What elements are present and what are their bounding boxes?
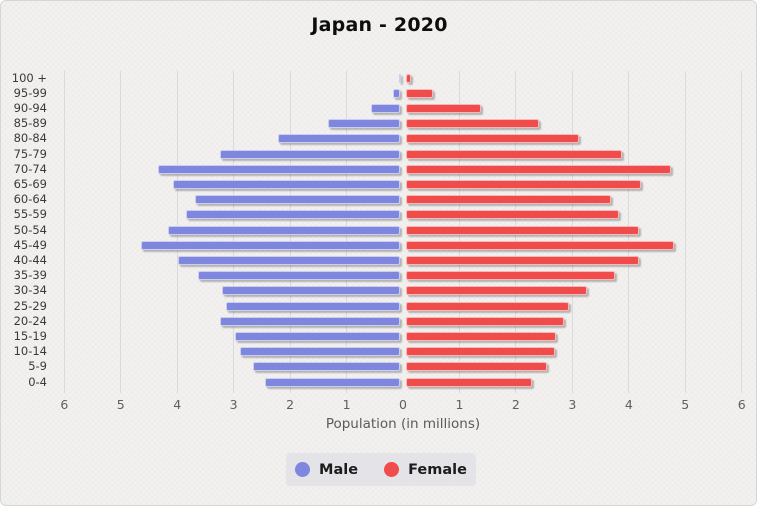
x-tick-label: 3 bbox=[568, 397, 577, 412]
age-group-label: 10-14 bbox=[13, 344, 47, 359]
legend-male-label: Male bbox=[319, 461, 359, 478]
male-bar[interactable] bbox=[140, 240, 401, 250]
male-bar[interactable] bbox=[399, 73, 402, 83]
female-bar[interactable] bbox=[405, 255, 639, 265]
age-group-label: 80-84 bbox=[13, 131, 47, 146]
male-bar[interactable] bbox=[225, 301, 401, 311]
male-bar[interactable] bbox=[328, 119, 401, 129]
age-group-label: 90-94 bbox=[13, 100, 47, 115]
female-bar[interactable] bbox=[405, 271, 616, 281]
male-color-dot-icon bbox=[295, 462, 311, 477]
age-group-label: 85-89 bbox=[13, 116, 47, 131]
x-tick-label: 3 bbox=[229, 397, 238, 412]
legend-female-label: Female bbox=[408, 461, 467, 478]
age-group-label: 60-64 bbox=[13, 192, 47, 207]
female-bar[interactable] bbox=[405, 377, 532, 387]
male-bar[interactable] bbox=[185, 210, 401, 220]
female-bar[interactable] bbox=[405, 316, 564, 326]
female-bar[interactable] bbox=[405, 225, 639, 235]
grid-line bbox=[63, 71, 65, 393]
age-group-label: 100 + bbox=[11, 70, 47, 85]
legend-item-female[interactable]: Female bbox=[384, 462, 467, 478]
female-bar[interactable] bbox=[405, 164, 671, 174]
male-bar[interactable] bbox=[167, 225, 401, 235]
female-bar[interactable] bbox=[405, 88, 433, 98]
age-group-label: 0-4 bbox=[28, 374, 47, 389]
male-bar[interactable] bbox=[220, 149, 401, 159]
male-bar[interactable] bbox=[173, 179, 401, 189]
male-bar[interactable] bbox=[195, 195, 401, 205]
male-bar[interactable] bbox=[240, 347, 401, 357]
female-bar[interactable] bbox=[405, 210, 619, 220]
male-bar[interactable] bbox=[198, 271, 401, 281]
age-group-label: 15-19 bbox=[13, 328, 47, 343]
age-group-label: 55-59 bbox=[13, 207, 47, 222]
age-group-label: 45-49 bbox=[13, 237, 47, 252]
male-bar[interactable] bbox=[177, 255, 401, 265]
age-group-label: 20-24 bbox=[13, 313, 47, 328]
legend-item-male[interactable]: Male bbox=[295, 462, 358, 478]
age-group-label: 95-99 bbox=[13, 85, 47, 100]
grid-line bbox=[120, 71, 122, 393]
age-group-label: 30-34 bbox=[13, 283, 47, 298]
female-bar[interactable] bbox=[405, 73, 412, 83]
female-bar[interactable] bbox=[405, 119, 539, 129]
female-bar[interactable] bbox=[405, 149, 622, 159]
age-group-label: 50-54 bbox=[13, 222, 47, 237]
male-bar[interactable] bbox=[220, 316, 401, 326]
x-axis-label: Population (in millions) bbox=[325, 416, 481, 432]
grid-line bbox=[684, 71, 686, 393]
age-group-label: 65-69 bbox=[13, 176, 47, 191]
age-group-label: 75-79 bbox=[13, 146, 47, 161]
female-bar[interactable] bbox=[405, 195, 611, 205]
x-tick-label: 6 bbox=[737, 397, 746, 412]
x-tick-label: 2 bbox=[286, 397, 295, 412]
age-group-label: 5-9 bbox=[28, 359, 47, 374]
age-group-label: 70-74 bbox=[13, 161, 47, 176]
age-group-label: 25-29 bbox=[13, 298, 47, 313]
age-group-label: 40-44 bbox=[13, 252, 47, 267]
female-bar[interactable] bbox=[405, 347, 556, 357]
female-bar[interactable] bbox=[405, 362, 548, 372]
x-tick-label: 5 bbox=[116, 397, 125, 412]
x-tick-label: 5 bbox=[681, 397, 690, 412]
male-bar[interactable] bbox=[234, 331, 401, 341]
female-bar[interactable] bbox=[405, 179, 641, 189]
female-bar[interactable] bbox=[405, 240, 674, 250]
female-color-dot-icon bbox=[384, 462, 400, 477]
grid-line bbox=[741, 71, 743, 393]
female-bar[interactable] bbox=[405, 301, 569, 311]
x-tick-label: 1 bbox=[342, 397, 351, 412]
chart-title: Japan - 2020 bbox=[311, 14, 448, 36]
female-bar[interactable] bbox=[405, 134, 579, 144]
x-tick-label: 1 bbox=[455, 397, 464, 412]
x-tick-label: 4 bbox=[173, 397, 182, 412]
male-bar[interactable] bbox=[252, 362, 401, 372]
x-tick-label: 6 bbox=[60, 397, 69, 412]
male-bar[interactable] bbox=[222, 286, 401, 296]
female-bar[interactable] bbox=[405, 103, 482, 113]
x-tick-label: 2 bbox=[511, 397, 520, 412]
x-tick-label: 0 bbox=[399, 397, 407, 412]
male-bar[interactable] bbox=[265, 377, 401, 387]
x-tick-label: 4 bbox=[624, 397, 633, 412]
age-group-label: 35-39 bbox=[13, 268, 47, 283]
female-bar[interactable] bbox=[405, 286, 587, 296]
male-bar[interactable] bbox=[371, 103, 401, 113]
male-bar[interactable] bbox=[278, 134, 401, 144]
male-bar[interactable] bbox=[393, 88, 401, 98]
female-bar[interactable] bbox=[405, 331, 557, 341]
male-bar[interactable] bbox=[157, 164, 401, 174]
legend: Male Female bbox=[286, 453, 476, 486]
